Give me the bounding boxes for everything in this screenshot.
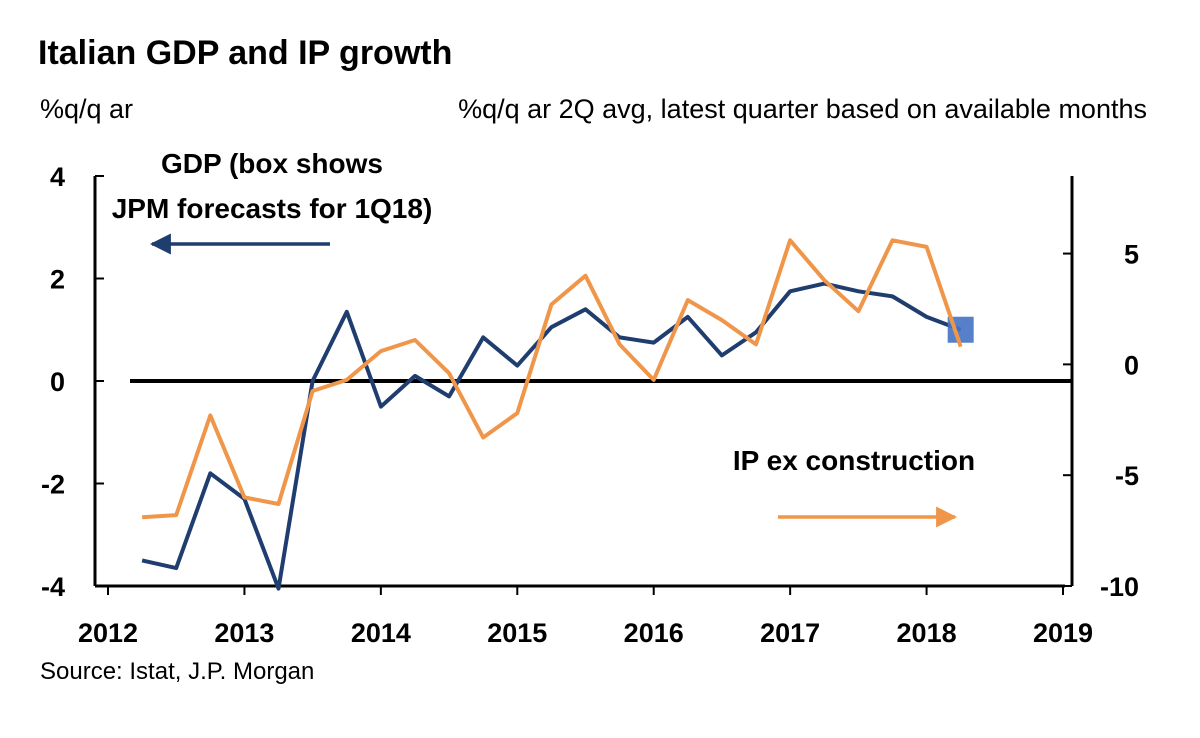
x-tick-label: 2018 [897, 618, 957, 648]
gdp-annotation-line1: GDP (box shows [161, 148, 383, 179]
tick-labels: -4 -2 0 2 4 -10 -5 0 5 2012 2013 2014 2015 2016 2017 20… [41, 162, 1139, 648]
axes [93, 175, 1074, 595]
right-tick-label: -10 [1100, 572, 1139, 602]
left-tick-label: 4 [50, 162, 65, 192]
ip-series-line [141, 238, 963, 520]
left-tick-label: 0 [50, 367, 65, 397]
x-tick-label: 2019 [1033, 618, 1093, 648]
right-tick-label: 5 [1124, 240, 1139, 270]
right-tick-label: -5 [1115, 461, 1139, 491]
x-tick-label: 2016 [624, 618, 684, 648]
left-tick-label: -2 [41, 470, 65, 500]
source-note: Source: Istat, J.P. Morgan [40, 658, 314, 685]
ip-annotation: IP ex construction [733, 445, 975, 476]
left-tick-label: -4 [41, 572, 65, 602]
right-axis-unit: %q/q ar 2Q avg, latest quarter based on … [458, 94, 1147, 124]
right-tick-label: 0 [1124, 350, 1139, 380]
x-tick-label: 2015 [487, 618, 547, 648]
gdp-annotation-line2: JPM forecasts for 1Q18) [112, 193, 433, 224]
left-axis-unit: %q/q ar [40, 94, 133, 124]
x-tick-label: 2014 [351, 618, 411, 648]
x-tick-label: 2013 [214, 618, 274, 648]
gdp-series-line [141, 281, 962, 591]
series-lines [141, 238, 974, 591]
left-tick-label: 2 [50, 265, 65, 295]
x-tick-label: 2012 [78, 618, 138, 648]
chart-title: Italian GDP and IP growth [38, 34, 452, 72]
x-tick-label: 2017 [760, 618, 820, 648]
